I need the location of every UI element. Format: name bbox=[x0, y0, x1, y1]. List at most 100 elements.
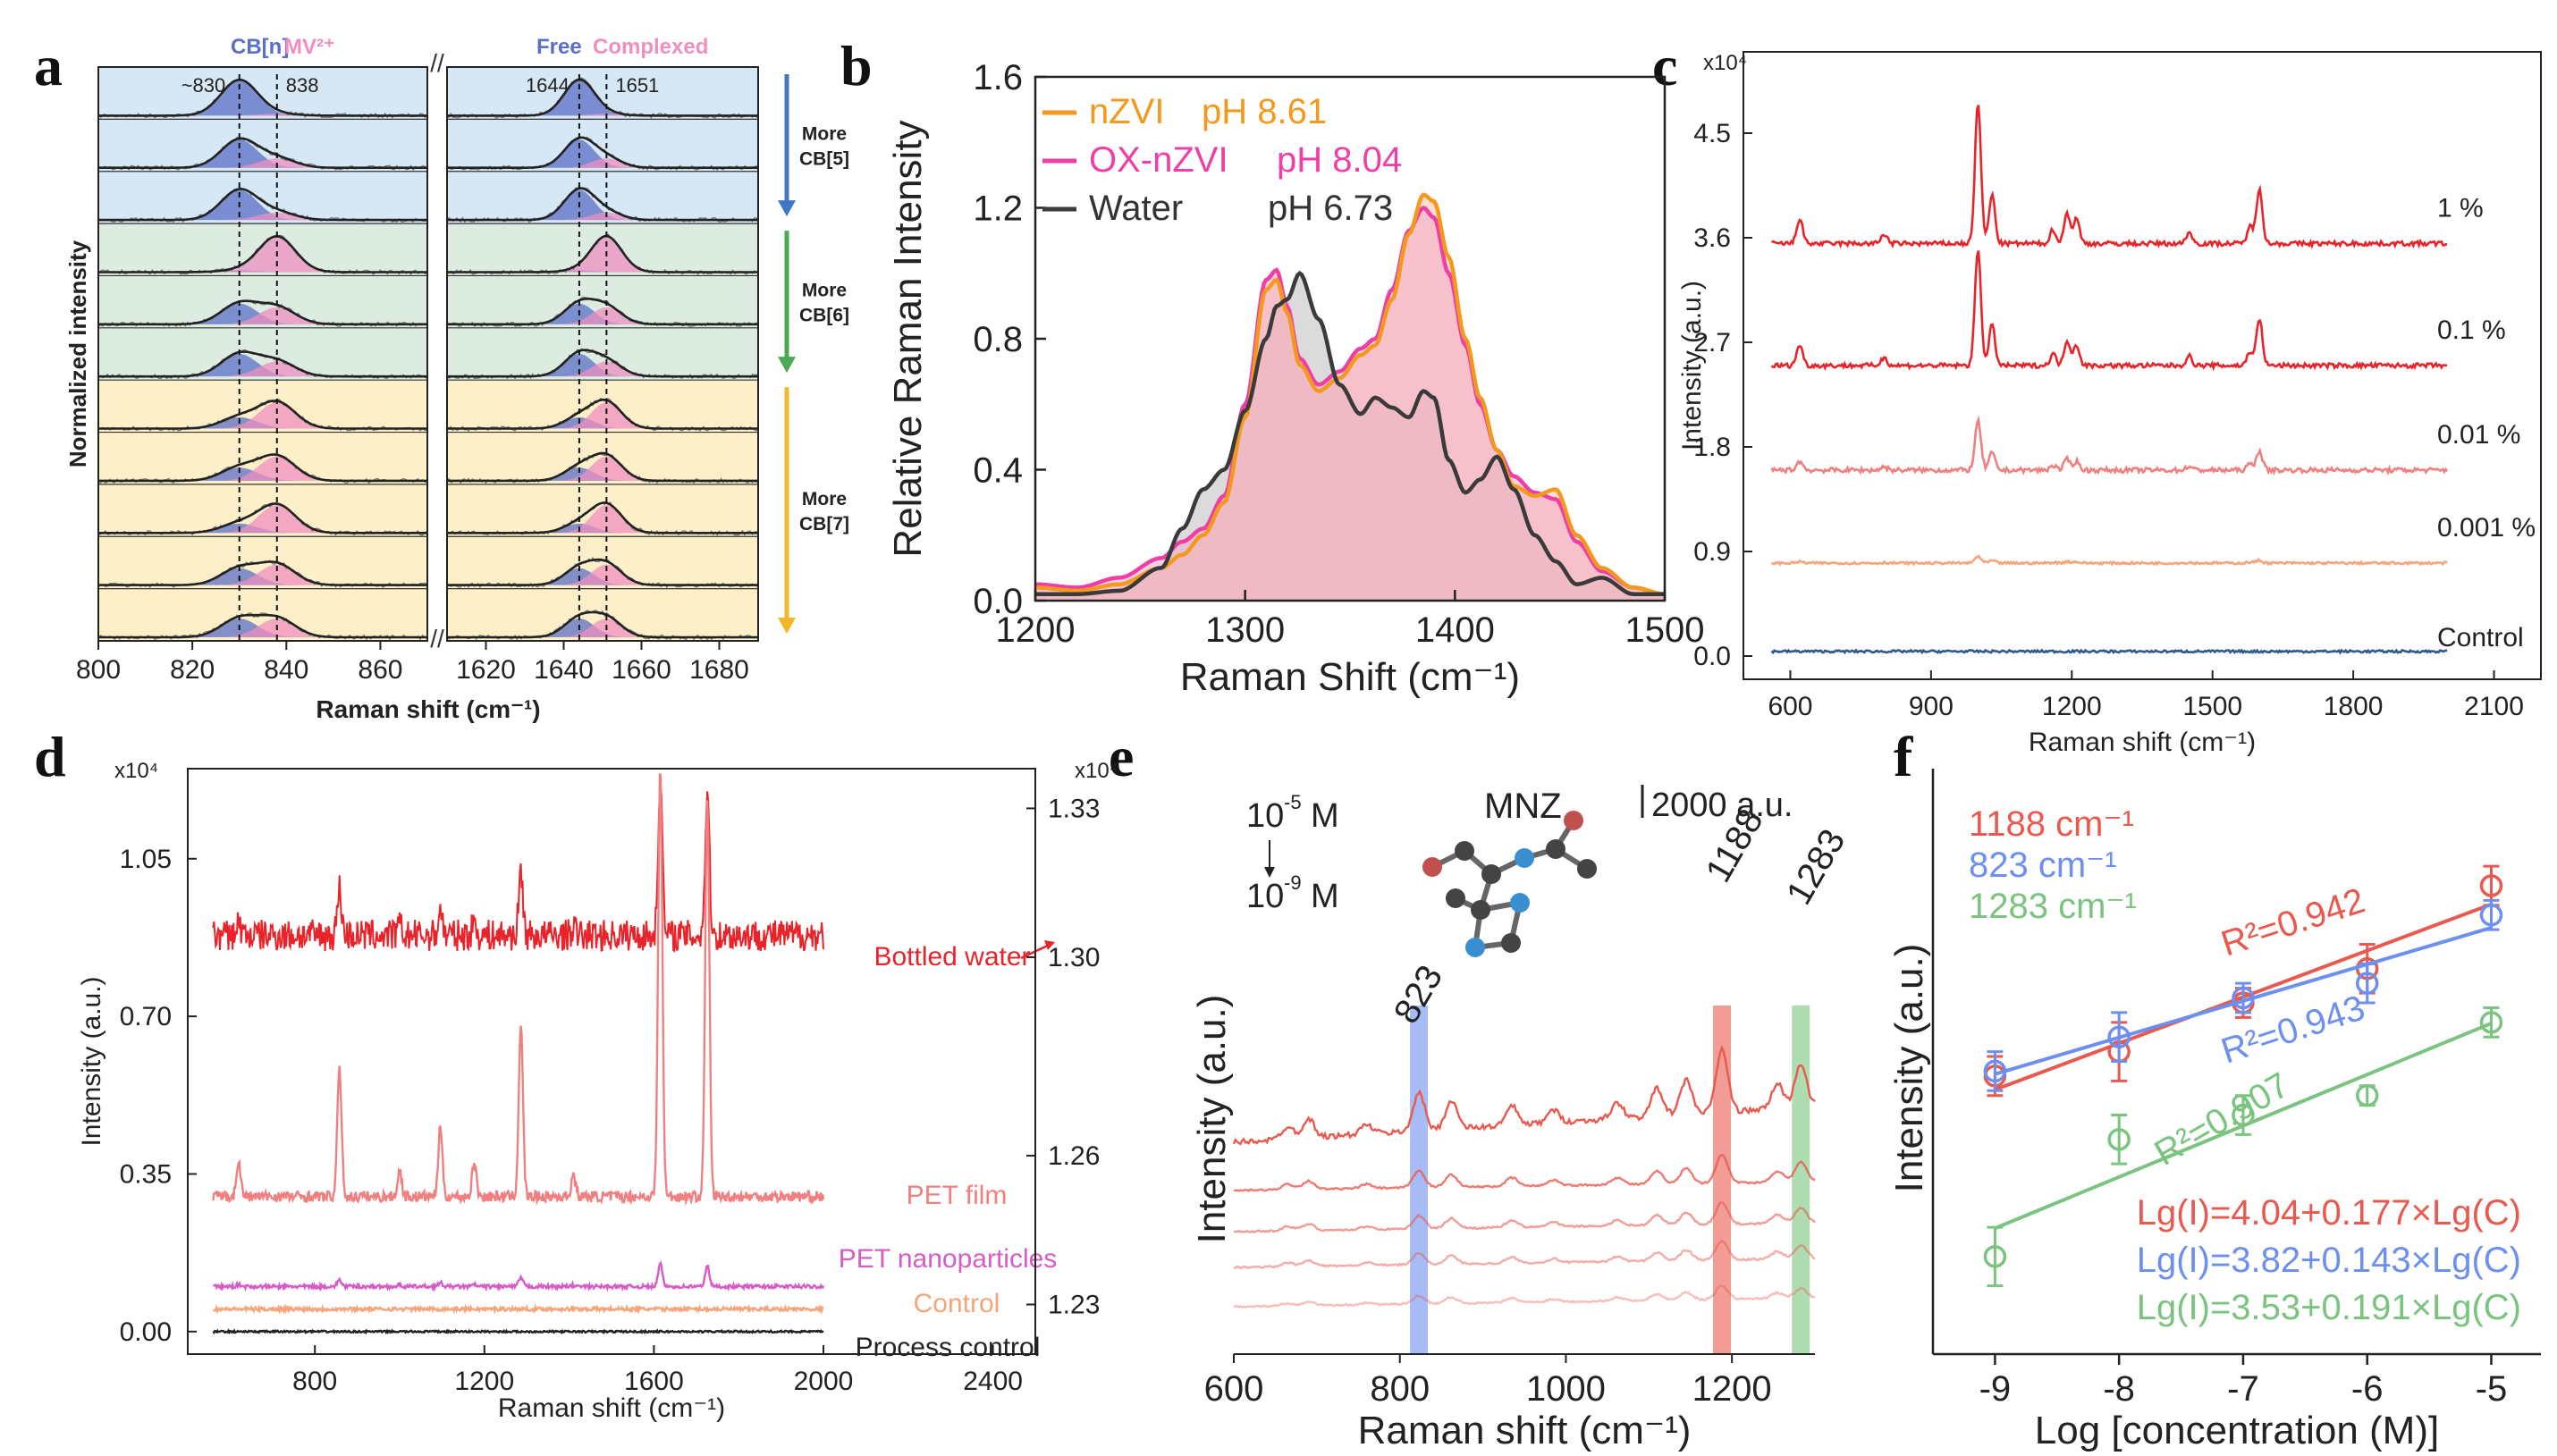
x-tick-label: 1400 bbox=[1415, 610, 1495, 650]
x-axis-label: Raman shift (cm⁻¹) bbox=[1358, 1409, 1692, 1452]
x-tick-label: 1680 bbox=[689, 655, 749, 685]
fit-envelope-line bbox=[98, 400, 427, 430]
fit-envelope-line bbox=[98, 78, 427, 117]
mv-component-area bbox=[98, 307, 427, 324]
y-tick-label: 0.0 bbox=[973, 582, 1023, 621]
x-tick-label: 800 bbox=[76, 655, 121, 685]
mv-component-area bbox=[447, 456, 758, 481]
fit-envelope-line bbox=[447, 610, 758, 639]
mv-component-area bbox=[447, 212, 758, 221]
cb-component-area bbox=[447, 80, 758, 116]
fit-envelope-line bbox=[98, 453, 427, 483]
spectrum-line-Control bbox=[213, 1303, 824, 1316]
spectrum-line-0.1 % bbox=[1770, 250, 2448, 372]
plot-frame bbox=[1743, 51, 2542, 680]
mv-component-area bbox=[98, 236, 427, 273]
group-background-left bbox=[98, 67, 427, 224]
legend-name: Water bbox=[1089, 189, 1183, 228]
conc-bottom-base: 10 bbox=[1246, 878, 1284, 915]
x-tick-label: 1500 bbox=[1625, 610, 1705, 650]
fit-envelope-line bbox=[98, 350, 427, 378]
group-label-line1: More bbox=[802, 489, 847, 509]
x-tick-label: 600 bbox=[1204, 1369, 1264, 1409]
spectrum-line-10^-5 M bbox=[1232, 1044, 1816, 1146]
fit-envelope-line bbox=[447, 78, 758, 117]
x-tick-label: 1200 bbox=[1692, 1369, 1772, 1409]
x-tick-label: -9 bbox=[1979, 1369, 2012, 1409]
raw-spectrum-line bbox=[446, 610, 759, 641]
mv-component-area bbox=[98, 212, 427, 221]
spectrum-line-PET film bbox=[212, 773, 825, 1206]
y2-tick-label: 1.23 bbox=[1048, 1290, 1100, 1319]
equation-label: Lg(I)=3.82+0.143×Lg(C) bbox=[2137, 1241, 2521, 1280]
spectrum-line-10^-6 M bbox=[1233, 1153, 1816, 1193]
fit-envelope-line bbox=[447, 234, 758, 274]
legend-entry: 1283 cm⁻¹ bbox=[1969, 887, 2137, 926]
x-tick-label: 820 bbox=[170, 655, 215, 685]
legend-ph: pH 8.04 bbox=[1277, 140, 1402, 180]
spectrum-line-PET nanoparticles bbox=[213, 1260, 825, 1292]
data-point bbox=[2479, 1011, 2503, 1034]
peak-label-1651: 1651 bbox=[615, 74, 659, 97]
x-tick-label: 800 bbox=[292, 1367, 337, 1396]
molecule-name: MNZ bbox=[1484, 787, 1562, 826]
x-tick-label: 2400 bbox=[963, 1367, 1023, 1396]
x-tick-label: 1300 bbox=[1205, 610, 1285, 650]
group-arrow-head bbox=[778, 357, 796, 374]
data-point bbox=[1983, 1245, 2007, 1268]
spectrum-line-1 % bbox=[1771, 105, 2448, 249]
legend-entry: 1188 cm⁻¹ bbox=[1969, 804, 2134, 844]
y-tick-label: 3.6 bbox=[1693, 223, 1731, 253]
fit-envelope-line bbox=[447, 399, 758, 430]
panel-f: -9 -8 -7 -6 -5 Log [concentration (M)] Intensi… bbox=[1887, 769, 2541, 1452]
conc-top-exp: -5 bbox=[1284, 791, 1302, 813]
y2-tick-label: 1.30 bbox=[1048, 943, 1100, 972]
cb-component-area bbox=[98, 189, 427, 221]
x-tick-label: 1660 bbox=[612, 655, 671, 685]
peak-label-1644: 1644 bbox=[526, 74, 570, 97]
y-tick-label: 2.7 bbox=[1693, 328, 1731, 358]
molecule-atom bbox=[1455, 841, 1474, 861]
mv-component-area bbox=[98, 158, 427, 168]
series-line-OX-nZVI bbox=[1035, 205, 1666, 596]
legend-free: Free bbox=[536, 35, 582, 59]
series-label: Process control bbox=[856, 1333, 1041, 1362]
x-tick-label: 1640 bbox=[534, 655, 594, 685]
x-tick-label: -5 bbox=[2476, 1369, 2508, 1409]
x-tick-label: 800 bbox=[1370, 1369, 1430, 1409]
spectrum-line-10^-9 M bbox=[1233, 1284, 1816, 1309]
y-tick-label: 1.8 bbox=[1693, 433, 1731, 462]
y-axis-label: Intensity (a.u.) bbox=[1190, 995, 1234, 1244]
series-label: 0.1 % bbox=[2437, 316, 2506, 345]
peak-label-838: 838 bbox=[286, 74, 319, 97]
y-tick-label: 0.4 bbox=[973, 451, 1023, 491]
band-label-823: 823 bbox=[1387, 959, 1450, 1031]
molecule-atom bbox=[1515, 848, 1534, 868]
multiplier-right: x10⁴ bbox=[1075, 759, 1118, 783]
data-point bbox=[2232, 986, 2255, 1010]
bottled-water-arrow-head bbox=[1044, 940, 1055, 950]
fit-envelope-line bbox=[447, 298, 758, 326]
data-point bbox=[1983, 1059, 2007, 1083]
x-axis-label: Raman shift (cm⁻¹) bbox=[498, 1393, 725, 1423]
frame-left bbox=[97, 66, 428, 642]
y-tick-label: 1.6 bbox=[973, 58, 1023, 97]
legend-name: nZVI bbox=[1089, 92, 1164, 131]
series-label: PET nanoparticles bbox=[839, 1244, 1058, 1274]
x-tick-label: 860 bbox=[358, 655, 402, 685]
molecule-atom bbox=[1471, 900, 1490, 920]
panel-label-e: e bbox=[1109, 725, 1134, 788]
x-axis-label: Log [concentration (M)] bbox=[2035, 1409, 2439, 1452]
y-tick-label: 4.5 bbox=[1693, 119, 1731, 148]
panel-label-d: d bbox=[34, 725, 66, 788]
fit-envelope-line bbox=[447, 501, 758, 534]
x-tick-label: 1000 bbox=[1526, 1369, 1606, 1409]
series-label: Control bbox=[2437, 623, 2524, 652]
multiplier-left: x10⁴ bbox=[114, 759, 158, 783]
fit-envelope-line bbox=[447, 451, 758, 483]
mv-component-area bbox=[447, 564, 758, 585]
data-point bbox=[2479, 904, 2503, 927]
panel-c: Control 0.001 % 0.01 % 0.1 % 1 % 600 900 1200 15… bbox=[1677, 51, 2542, 757]
series-label: 0.01 % bbox=[2437, 420, 2520, 450]
